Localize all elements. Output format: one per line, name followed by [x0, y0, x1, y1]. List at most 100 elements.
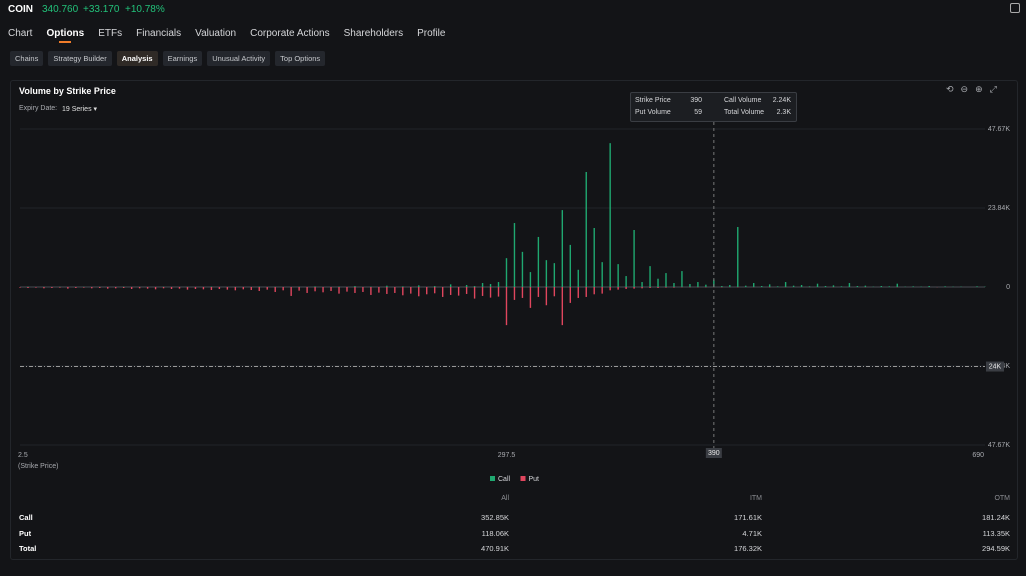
bar — [681, 271, 683, 287]
bar — [473, 286, 476, 287]
tab-underline — [59, 41, 72, 43]
bar — [497, 287, 500, 297]
bar — [418, 285, 420, 287]
crosshair-y-box — [986, 361, 1004, 372]
bar — [19, 287, 21, 288]
subtab[interactable]: Chains — [10, 51, 44, 66]
tab[interactable]: Profile — [417, 28, 446, 39]
bar — [601, 262, 603, 287]
bar — [832, 285, 835, 287]
bar — [298, 287, 300, 291]
bar — [665, 273, 667, 287]
bar — [625, 276, 627, 287]
tab[interactable]: Corporate Actions — [250, 28, 330, 39]
cell: 294.59K — [982, 544, 1010, 553]
bar — [561, 210, 564, 287]
tab[interactable]: ETFs — [98, 28, 123, 39]
bar — [330, 287, 332, 291]
tab[interactable]: Options — [46, 28, 85, 39]
bar — [83, 287, 85, 288]
tooltip-cell: 2.24K — [772, 97, 791, 104]
bar — [130, 287, 133, 289]
legend-label: Call — [498, 476, 511, 483]
bar — [577, 269, 579, 287]
exit-icon[interactable] — [1010, 3, 1020, 13]
bar — [617, 264, 619, 287]
tab[interactable]: Chart — [8, 28, 33, 39]
bar — [91, 287, 93, 289]
bar — [697, 282, 699, 287]
expiry-value: 19 Series — [62, 106, 92, 113]
bar — [497, 282, 500, 287]
bar — [138, 287, 141, 289]
bar — [609, 287, 611, 291]
bar — [434, 286, 436, 287]
bar — [186, 287, 189, 290]
bar — [274, 287, 276, 292]
bar — [290, 287, 292, 296]
bar — [641, 287, 643, 289]
bar — [689, 284, 691, 287]
bar — [760, 286, 763, 287]
cell: 470.91K — [481, 544, 509, 553]
bar — [146, 287, 149, 289]
bar — [346, 287, 348, 292]
bar — [657, 278, 659, 287]
bar — [473, 287, 476, 299]
tab[interactable]: Valuation — [195, 28, 237, 39]
tooltip: Strike Price 390 Call Volume 2.24K Put Volum… — [630, 92, 797, 122]
bar — [633, 287, 635, 289]
expiry-select[interactable]: 19 Series ▾ — [62, 106, 98, 113]
bar — [513, 287, 516, 300]
y-tick-label: 47.67K — [988, 442, 1011, 449]
bar — [569, 244, 571, 287]
bar — [912, 286, 914, 287]
bar — [824, 286, 827, 287]
bar — [593, 228, 595, 287]
bar — [896, 283, 898, 287]
table-header: ITM — [749, 495, 762, 502]
cell: 352.85K — [481, 513, 509, 522]
subtab[interactable]: Unusual Activity — [207, 51, 271, 66]
subtab[interactable]: Earnings — [162, 51, 203, 66]
bar — [816, 283, 819, 287]
bar — [521, 287, 524, 298]
bar — [59, 287, 61, 288]
bar — [107, 287, 109, 289]
bar — [226, 287, 229, 290]
bar — [545, 260, 548, 287]
bar — [609, 143, 611, 287]
subtab[interactable]: Strategy Builder — [48, 51, 112, 66]
subtab[interactable]: Top Options — [275, 51, 326, 66]
bar — [122, 287, 125, 288]
chart-tools[interactable]: ⟲⊖⊕⤢ — [946, 84, 1004, 94]
bar — [569, 287, 571, 303]
bar — [234, 287, 237, 291]
bar — [386, 287, 388, 294]
bar — [521, 251, 524, 287]
row-label: Call — [19, 513, 33, 522]
bar — [410, 287, 412, 294]
bar — [354, 287, 356, 293]
price: 340.760 — [42, 4, 79, 15]
bar — [553, 263, 556, 287]
bar — [67, 287, 69, 289]
subtab[interactable]: Analysis — [116, 51, 158, 66]
legend-label: Put — [529, 476, 540, 483]
x-axis-label: (Strike Price) — [18, 463, 58, 470]
bar — [394, 287, 396, 293]
bar — [154, 287, 157, 290]
tab[interactable]: Financials — [136, 28, 182, 39]
bar — [737, 227, 739, 287]
bar — [729, 285, 731, 287]
bar — [115, 287, 117, 289]
bar — [513, 223, 516, 287]
bar — [218, 287, 221, 289]
bar — [800, 285, 803, 287]
tab[interactable]: Shareholders — [343, 28, 404, 39]
bar — [489, 284, 492, 287]
bar — [641, 282, 643, 287]
bar — [489, 287, 492, 298]
tooltip-cell: Put Volume — [635, 109, 671, 116]
